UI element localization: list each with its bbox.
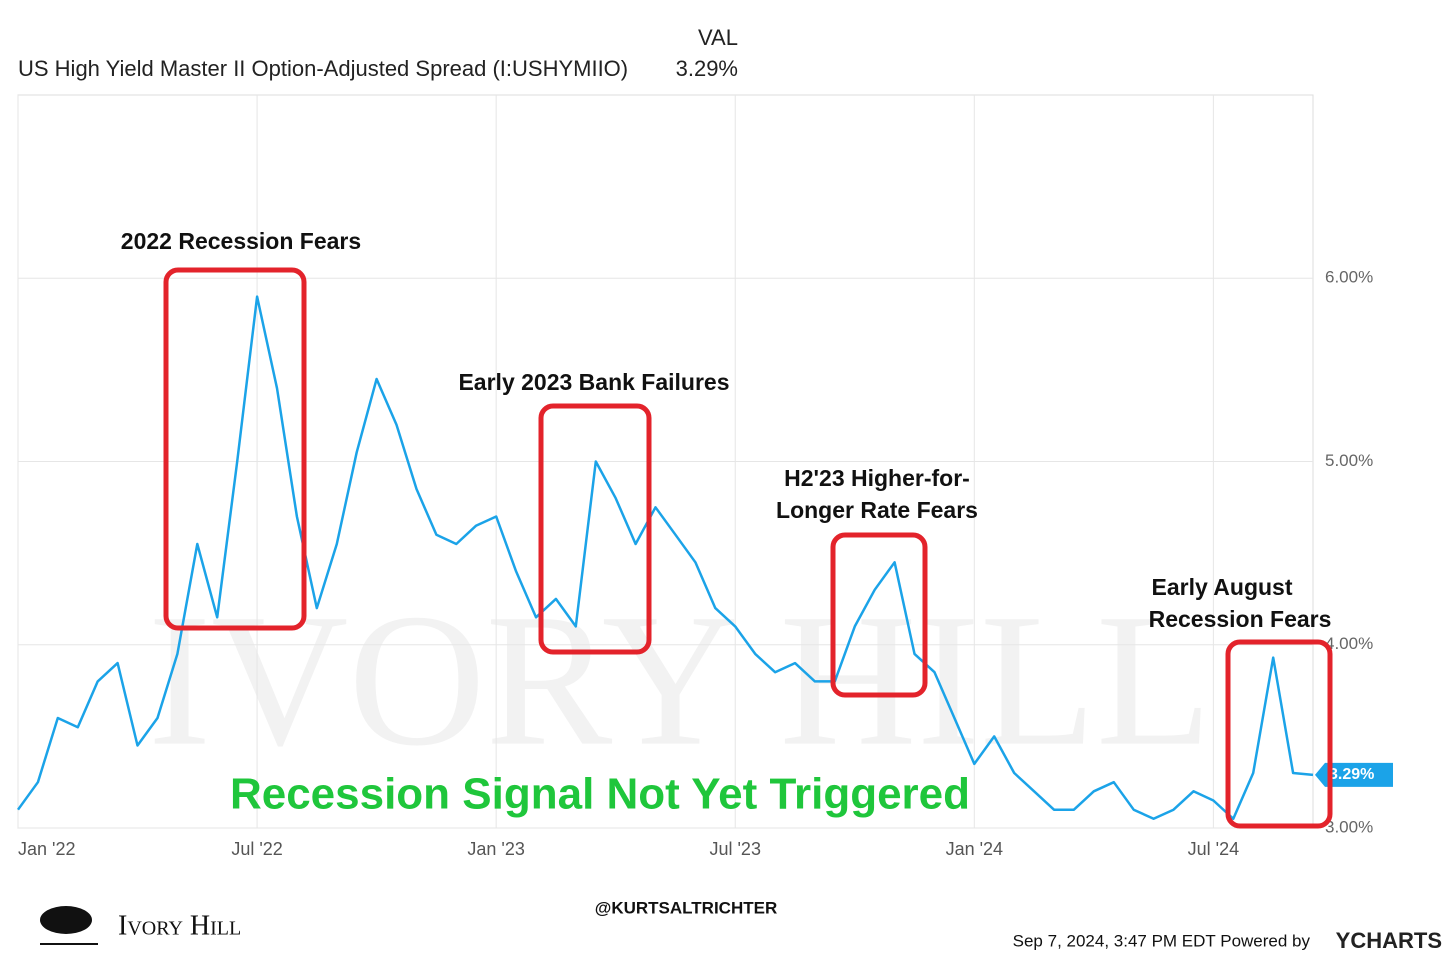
y-tick-label: 5.00% [1325,451,1373,470]
annotation: H2'23 Higher-for- [784,465,970,491]
current-value-label: 3.29% [1329,766,1374,783]
box [1225,639,1333,829]
x-tick-label: Jul '23 [709,839,760,859]
annotation: Early 2023 Bank Failures [458,369,729,395]
handle: @KURTSALTRICHTER [595,898,777,917]
series-line [16,295,1314,821]
highlight-boxes [163,267,1333,829]
logo-icon [40,906,92,934]
brand: Ivory Hill [118,910,241,941]
grid: 3.00% 4.00% 5.00% 6.00% Jan '22 Jul '22 Jan '2… [17,95,1373,859]
box [163,267,307,631]
annotation: Longer Rate Fears [776,497,978,523]
x-tick-label: Jan '23 [467,839,524,859]
y-tick-label: 3.00% [1325,817,1373,836]
y-tick-label: 4.00% [1325,634,1373,653]
headline: Recession Signal Not Yet Triggered [230,770,970,819]
x-tick-label: Jul '22 [231,839,282,859]
series-title: US High Yield Master II Option-Adjusted … [18,56,628,81]
y-tick-label: 6.00% [1325,268,1373,287]
annotations: 2022 Recession Fears Early 2023 Bank Fai… [121,228,1332,632]
current-value-tag [1315,762,1393,787]
annotation: Recession Fears [1149,606,1332,632]
x-tick-label: Jan '24 [946,839,1003,859]
box [830,532,928,698]
logo-icon [40,943,98,945]
timestamp: Sep 7, 2024, 3:47 PM EDT Powered by [1013,931,1311,950]
annotation: Early August [1151,574,1292,600]
lines: 3.29% [16,295,1393,821]
provider: YCHARTS [1336,928,1442,953]
header-label: VAL [698,25,738,50]
current-value: 3.29% [676,56,738,81]
x-tick-label: Jul '24 [1188,839,1239,859]
annotation: 2022 Recession Fears [121,228,361,254]
logo [40,906,98,945]
box [538,403,652,655]
watermark: Ivory Hill [148,576,1212,786]
x-tick-label: Jan '22 [18,839,75,859]
